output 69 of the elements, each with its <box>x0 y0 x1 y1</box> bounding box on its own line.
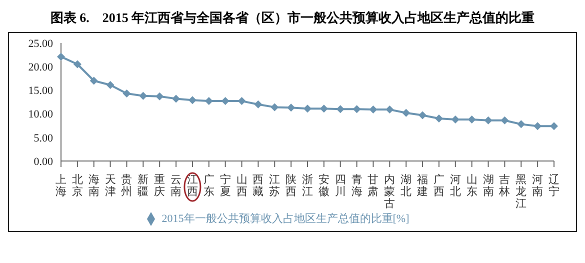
x-tick-label: 北京 <box>72 173 83 198</box>
x-tick-label: 海南 <box>88 174 100 198</box>
point <box>304 104 312 113</box>
y-tick-label: 10.00 <box>28 108 54 121</box>
x-tick-label: 天津 <box>104 174 116 198</box>
point <box>550 122 558 130</box>
point <box>204 97 213 106</box>
x-tick-label: 重庆 <box>154 173 166 198</box>
point <box>418 111 427 120</box>
x-tick-label: 河北 <box>450 174 461 198</box>
x-tick-label: 青海 <box>351 173 362 198</box>
point <box>320 104 328 113</box>
point <box>402 108 410 117</box>
point <box>534 122 542 130</box>
point <box>468 115 476 124</box>
point <box>238 97 246 106</box>
x-tick-label: 新疆 <box>138 173 149 198</box>
point <box>221 97 230 106</box>
x-tick-label: 安徽 <box>318 173 330 198</box>
point <box>156 92 164 100</box>
point <box>139 92 148 100</box>
x-tick-label: 贵州 <box>121 173 132 198</box>
point <box>386 106 394 114</box>
x-tick-label: 辽宁 <box>548 174 560 198</box>
x-tick-label: 湖南 <box>482 174 494 198</box>
point <box>270 103 279 112</box>
x-tick-label: 云南 <box>170 174 182 198</box>
x-tick-label: 西藏 <box>252 174 264 198</box>
point <box>254 100 262 108</box>
point <box>369 106 378 114</box>
x-tick-label: 黑龙江 <box>516 174 527 210</box>
x-tick-label: 宁夏 <box>220 173 231 198</box>
x-tick-label: 广西 <box>433 173 444 198</box>
x-tick-label: 陕西 <box>286 174 297 198</box>
y-tick-label: 25.00 <box>28 38 54 50</box>
point <box>500 116 509 124</box>
x-tick-label: 吉林 <box>498 173 510 198</box>
point <box>352 105 361 114</box>
x-tick-label: 四川 <box>334 174 346 198</box>
x-tick-label: 湖北 <box>400 174 412 198</box>
point <box>451 115 460 124</box>
y-tick-label: 15.00 <box>28 85 54 98</box>
x-tick-label: 上海 <box>56 173 66 198</box>
point <box>73 60 82 68</box>
point <box>336 105 344 114</box>
x-tick-label: 甘肃 <box>368 173 379 198</box>
x-tick-label: 河南 <box>532 174 544 198</box>
point <box>434 114 443 123</box>
legend-label: 2015年一般公共预算收入占地区生产总值的比重[%] <box>162 213 410 225</box>
point <box>106 81 114 90</box>
point <box>188 96 196 104</box>
point <box>484 116 492 124</box>
x-tick-label: 广东 <box>203 173 214 198</box>
y-tick-label: 5.00 <box>34 132 54 144</box>
x-tick-label: 内蒙古 <box>384 173 396 210</box>
x-tick-label: 福建 <box>416 173 428 198</box>
x-tick-label: 江苏 <box>269 174 280 198</box>
point <box>57 52 65 61</box>
point <box>172 94 180 103</box>
point <box>517 120 526 128</box>
point <box>90 76 98 85</box>
point <box>122 90 131 98</box>
y-tick-label: 20.00 <box>28 62 54 74</box>
x-tick-label: 浙江 <box>302 173 313 198</box>
y-tick-label: 0.00 <box>34 156 54 168</box>
x-tick-label: 山西 <box>236 173 248 198</box>
x-tick-label: 山东 <box>466 173 478 198</box>
chart-title: 图表 6. 2015 年江西省与全国各省（区）市一般公共预算收入占地区生产总值的比重 <box>49 9 536 27</box>
point <box>287 104 296 112</box>
